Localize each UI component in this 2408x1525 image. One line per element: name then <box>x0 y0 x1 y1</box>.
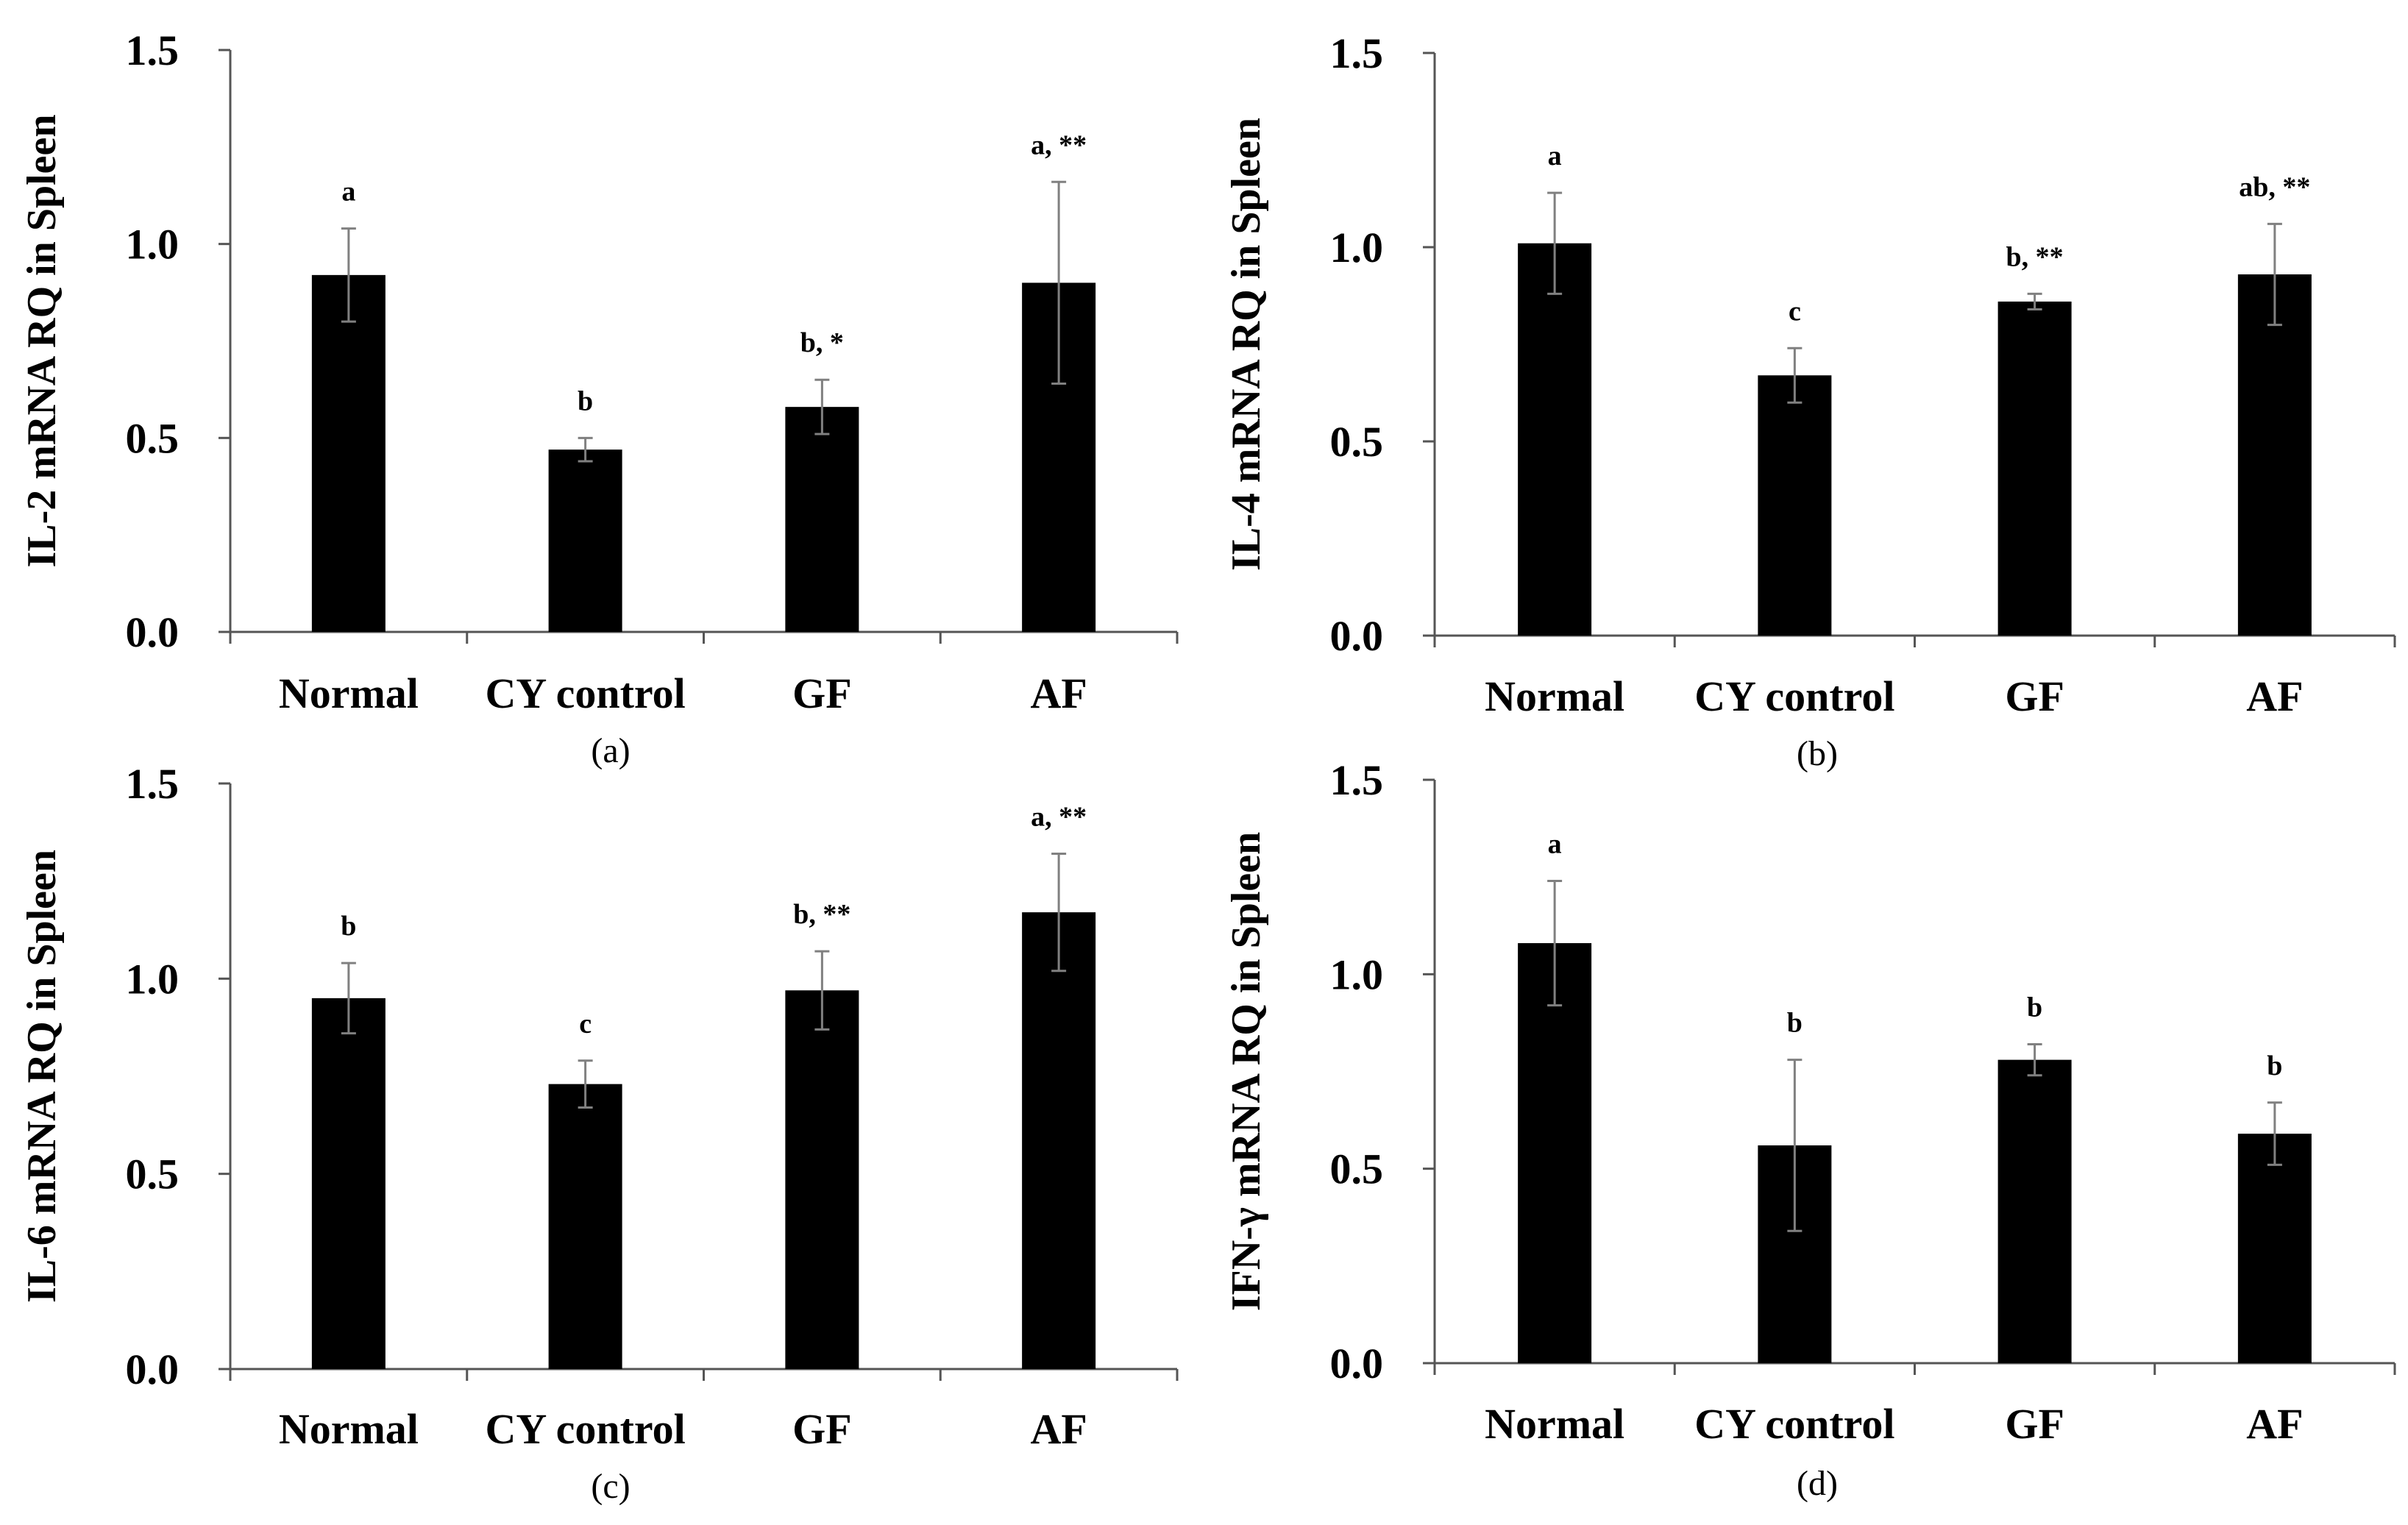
significance-label: c <box>1789 296 1801 327</box>
bar <box>311 998 386 1369</box>
significance-label: a, ** <box>1031 129 1087 160</box>
significance-label: b, * <box>800 327 844 358</box>
bar <box>548 449 622 632</box>
bar <box>785 407 859 632</box>
panel-label: (b) <box>1797 734 1838 773</box>
y-tick-label: 1.0 <box>126 955 180 1003</box>
significance-label: b, ** <box>2006 241 2064 272</box>
category-label: GF <box>2005 672 2064 720</box>
y-tick-label: 0.0 <box>1330 612 1384 660</box>
y-tick-label: 1.0 <box>1330 224 1384 271</box>
significance-label: a <box>1548 828 1562 859</box>
significance-label: b <box>1787 1008 1803 1039</box>
chart-panel: 0.0 0.5 1.0 1.5 IL-2 mRNA RQ in Spleen a Norma… <box>19 26 1179 770</box>
panel-label: (a) <box>591 731 630 770</box>
category-label: CY control <box>486 669 686 717</box>
y-tick-label: 0.5 <box>1330 1145 1384 1193</box>
category-label: GF <box>792 1405 852 1453</box>
panel-label: (c) <box>591 1467 630 1506</box>
y-tick-label: 0.5 <box>126 414 180 462</box>
category-label: AF <box>1030 669 1087 717</box>
y-axis-label: IL-4 mRNA RQ in Spleen <box>1223 118 1269 571</box>
category-label: Normal <box>1485 1400 1624 1448</box>
bar <box>548 1084 622 1369</box>
y-axis-label: IL-2 mRNA RQ in Spleen <box>19 114 65 567</box>
bar <box>785 990 859 1369</box>
bar <box>1022 912 1096 1369</box>
bar <box>311 274 386 632</box>
bar <box>1758 375 1832 636</box>
y-tick-label: 0.0 <box>126 1346 180 1393</box>
y-tick-label: 1.5 <box>126 26 180 74</box>
y-tick-label: 1.0 <box>126 221 180 269</box>
significance-label: a <box>341 177 355 207</box>
significance-label: a <box>1548 141 1562 171</box>
y-tick-label: 0.5 <box>126 1151 180 1198</box>
y-axis-label: IFN-γ mRNA RQ in Spleen <box>1223 832 1269 1312</box>
bar <box>1518 243 1592 636</box>
y-tick-label: 0.5 <box>1330 418 1384 466</box>
bar <box>1518 943 1592 1363</box>
category-label: Normal <box>1485 672 1624 720</box>
category-label: AF <box>1030 1405 1087 1453</box>
y-axis-label: IL-6 mRNA RQ in Spleen <box>19 850 65 1303</box>
category-label: AF <box>2246 1400 2303 1448</box>
chart-panel: 0.0 0.5 1.0 1.5 IL-4 mRNA RQ in Spleen a Norma… <box>1223 29 2396 773</box>
significance-label: c <box>579 1009 592 1039</box>
significance-label: ab, ** <box>2239 171 2310 202</box>
panel-label: (d) <box>1797 1464 1838 1503</box>
category-label: CY control <box>1694 1400 1894 1448</box>
significance-label: b <box>2027 992 2042 1023</box>
y-tick-label: 0.0 <box>1330 1340 1384 1387</box>
y-tick-label: 1.5 <box>1330 756 1384 804</box>
category-label: CY control <box>486 1405 686 1453</box>
y-tick-label: 0.0 <box>126 608 180 656</box>
significance-label: b <box>2267 1051 2282 1081</box>
category-label: AF <box>2246 672 2303 720</box>
significance-label: b <box>578 385 593 416</box>
category-label: GF <box>2005 1400 2064 1448</box>
bar <box>1997 1059 2072 1363</box>
significance-label: b <box>341 911 356 942</box>
y-tick-label: 1.0 <box>1330 950 1384 998</box>
bar <box>2237 274 2312 636</box>
significance-label: b, ** <box>793 899 850 930</box>
chart-panel: 0.0 0.5 1.0 1.5 IL-6 mRNA RQ in Spleen b Norma… <box>19 760 1179 1506</box>
y-tick-label: 1.5 <box>126 760 180 808</box>
category-label: Normal <box>279 669 419 717</box>
y-tick-label: 1.5 <box>1330 29 1384 77</box>
chart-panel: 0.0 0.5 1.0 1.5 IFN-γ mRNA RQ in Spleen a Norm… <box>1223 756 2396 1503</box>
category-label: GF <box>792 669 852 717</box>
category-label: Normal <box>279 1405 419 1453</box>
bar <box>2237 1134 2312 1363</box>
category-label: CY control <box>1694 672 1894 720</box>
significance-label: a, ** <box>1031 802 1087 833</box>
bar <box>1997 301 2072 636</box>
